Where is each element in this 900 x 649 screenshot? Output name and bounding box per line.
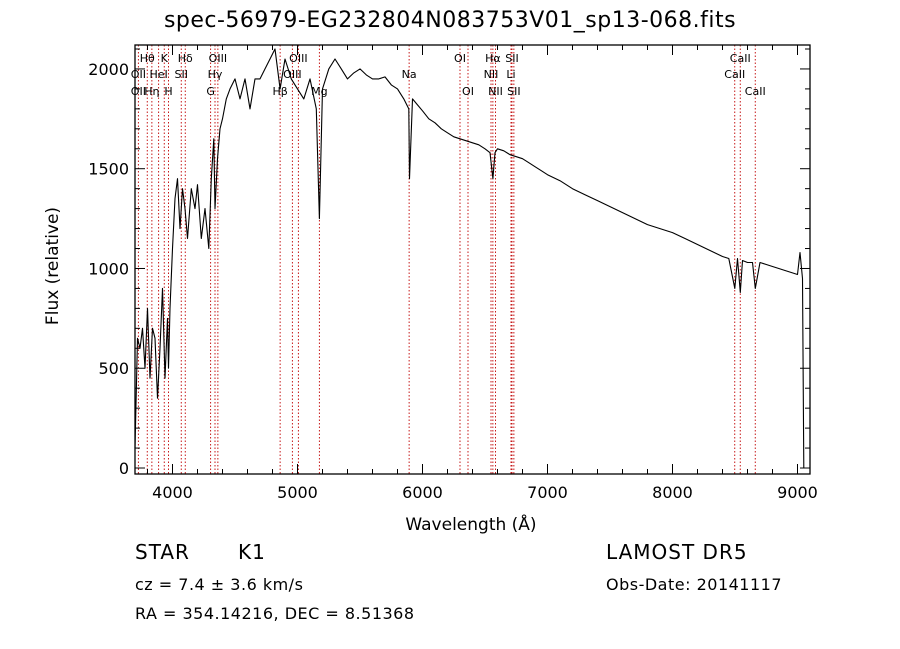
coordinates: RA = 354.14216, DEC = 8.51368	[135, 604, 415, 623]
line-marker-label: NII	[488, 85, 503, 98]
y-tick-label: 2000	[88, 60, 129, 79]
line-marker-label: Hη	[144, 85, 159, 98]
line-marker-label: Li	[506, 68, 515, 81]
spectrum-series	[134, 48, 805, 469]
y-axis-label: Flux (relative)	[43, 207, 63, 325]
line-marker-label: OII	[131, 85, 146, 98]
line-marker-label: OII	[131, 68, 146, 81]
observation-date: Obs-Date: 20141117	[606, 575, 783, 594]
y-tick-label: 0	[119, 459, 129, 478]
line-marker-label: SII	[505, 52, 518, 65]
line-marker-label: HeI	[149, 68, 167, 81]
line-marker-label: Na	[402, 68, 417, 81]
x-tick-label: 7000	[527, 483, 568, 502]
x-tick-label: 5000	[277, 483, 318, 502]
plot-frame	[134, 44, 811, 475]
line-marker-label: G	[206, 85, 215, 98]
line-marker-label: K	[161, 52, 169, 65]
emission-line-markers	[137, 45, 756, 474]
chart-title: spec-56979-EG232804N083753V01_sp13-068.f…	[163, 8, 737, 33]
line-marker-label: Hγ	[208, 68, 223, 81]
x-tick-label: 4000	[152, 483, 193, 502]
line-marker-label: H	[164, 85, 172, 98]
line-marker-label: SII	[507, 85, 520, 98]
x-tick-label: 9000	[777, 483, 818, 502]
x-axis-label: Wavelength (Å)	[405, 513, 536, 535]
line-marker-label: Hα	[485, 52, 501, 65]
line-marker-label: NII	[484, 68, 499, 81]
x-tick-label: 8000	[652, 483, 693, 502]
line-marker-label: OIII	[283, 68, 301, 81]
line-marker-label: Mg	[311, 85, 327, 98]
line-marker-label: Hβ	[272, 85, 287, 98]
redshift-cz: cz = 7.4 ± 3.6 km/s	[135, 575, 304, 594]
spectrum-line	[134, 48, 805, 469]
line-marker-label: OI	[454, 52, 466, 65]
object-subclass: K1	[238, 540, 266, 564]
line-marker-label: Hθ	[140, 52, 155, 65]
y-tick-label: 1000	[88, 259, 129, 278]
line-marker-label: OIII	[289, 52, 307, 65]
line-marker-label: CaII	[745, 85, 766, 98]
y-tick-label: 1500	[88, 160, 129, 179]
line-marker-label: CaII	[724, 68, 745, 81]
line-marker-label: SII	[175, 68, 188, 81]
survey-name: LAMOST DR5	[606, 540, 748, 564]
line-marker-label: CaII	[730, 52, 751, 65]
line-marker-label: OIII	[209, 52, 227, 65]
object-class: STAR	[135, 540, 190, 564]
line-marker-label: Hδ	[178, 52, 193, 65]
line-marker-label: OI	[462, 85, 474, 98]
axis-ticks: 4000 5000 6000 7000 8000 9000 0 500 1000 1500 2000	[88, 45, 818, 502]
y-tick-label: 500	[98, 359, 129, 378]
x-tick-label: 6000	[402, 483, 443, 502]
